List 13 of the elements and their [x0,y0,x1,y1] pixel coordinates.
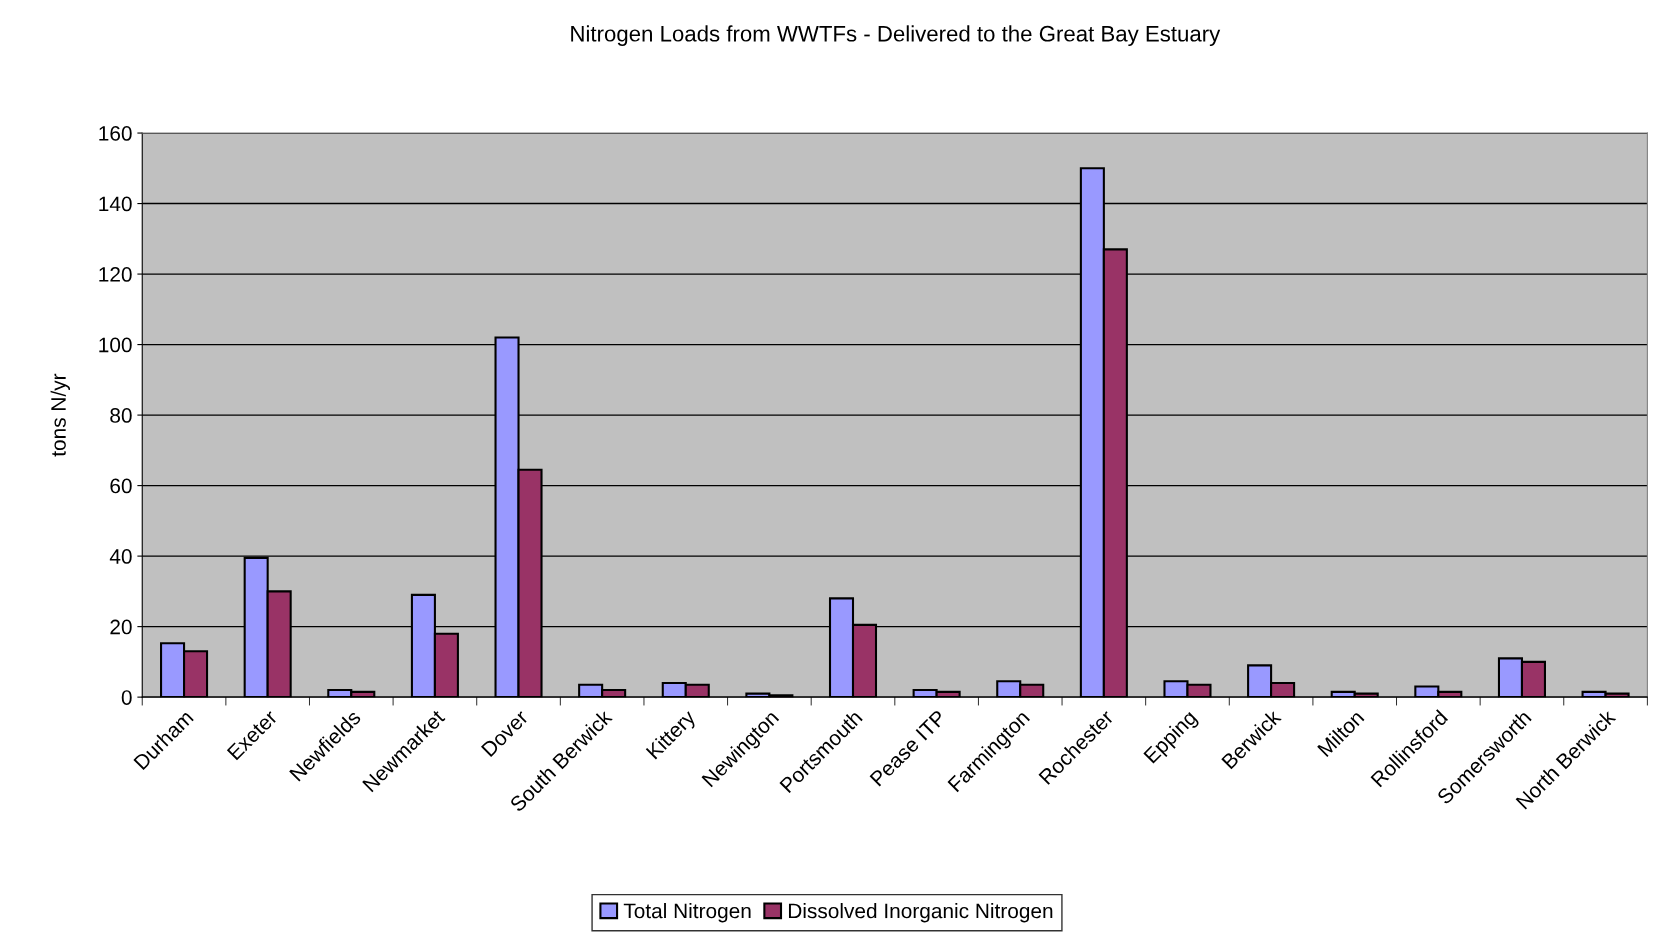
y-tick-label: 100 [99,337,132,353]
y-tick-label: 80 [110,408,132,423]
y-tick-label: 0 [121,690,132,705]
y-tick-label: 120 [99,267,132,282]
legend-label: Dissolved Inorganic Nitrogen [788,903,1053,923]
y-tick-label: 20 [110,619,132,635]
chart-title: Nitrogen Loads from WWTFs - Delivered to the Great Bay Estuary [571,25,1221,46]
y-tick-label: 40 [109,549,132,564]
y-tick-label: 160 [99,126,132,141]
y-tick-label: 60 [110,478,132,494]
legend-label: Total Nitrogen [623,903,751,923]
y-tick-label: 140 [99,196,132,212]
y-axis-title: tons N/yr [50,373,70,457]
